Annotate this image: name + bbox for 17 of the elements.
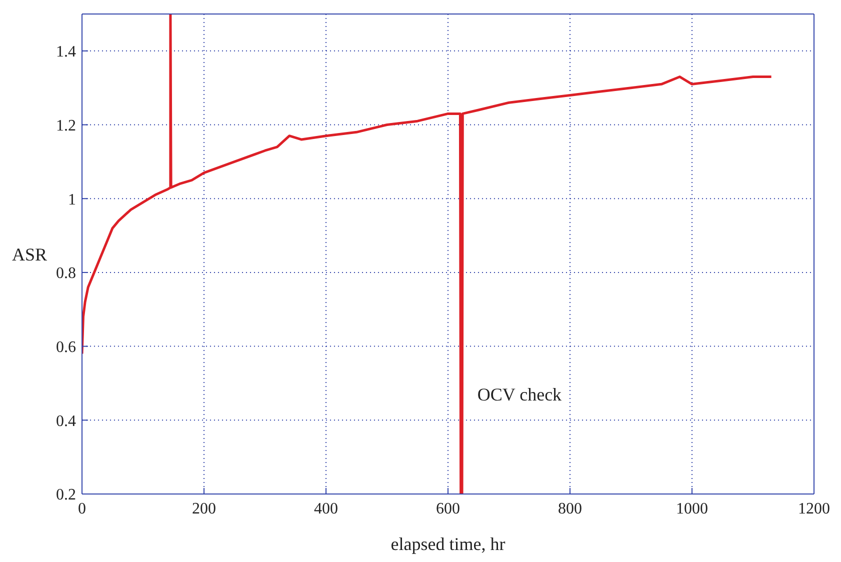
annotation: OCV check: [477, 384, 562, 405]
y-tick-label: 0.6: [56, 338, 76, 356]
y-tick-label: 1: [68, 191, 76, 208]
x-tick-label: 1000: [676, 500, 708, 518]
x-tick-label: 400: [314, 500, 338, 518]
y-tick-label: 0.8: [56, 265, 76, 282]
y-axis-title: ASR: [12, 244, 48, 264]
y-tick-label: 1.2: [56, 117, 76, 134]
y-tick-label: 0.4: [56, 412, 76, 430]
y-tick-label: 1.4: [56, 44, 76, 61]
x-axis-title: elapsed time, hr: [390, 534, 506, 554]
x-tick-label: 1200: [798, 500, 830, 518]
y-tick-label: 0.2: [56, 486, 76, 504]
x-tick-label: 800: [558, 500, 582, 518]
x-tick-label: 0: [78, 500, 86, 518]
x-tick-label: 600: [436, 500, 460, 518]
x-tick-label: 200: [192, 500, 216, 518]
